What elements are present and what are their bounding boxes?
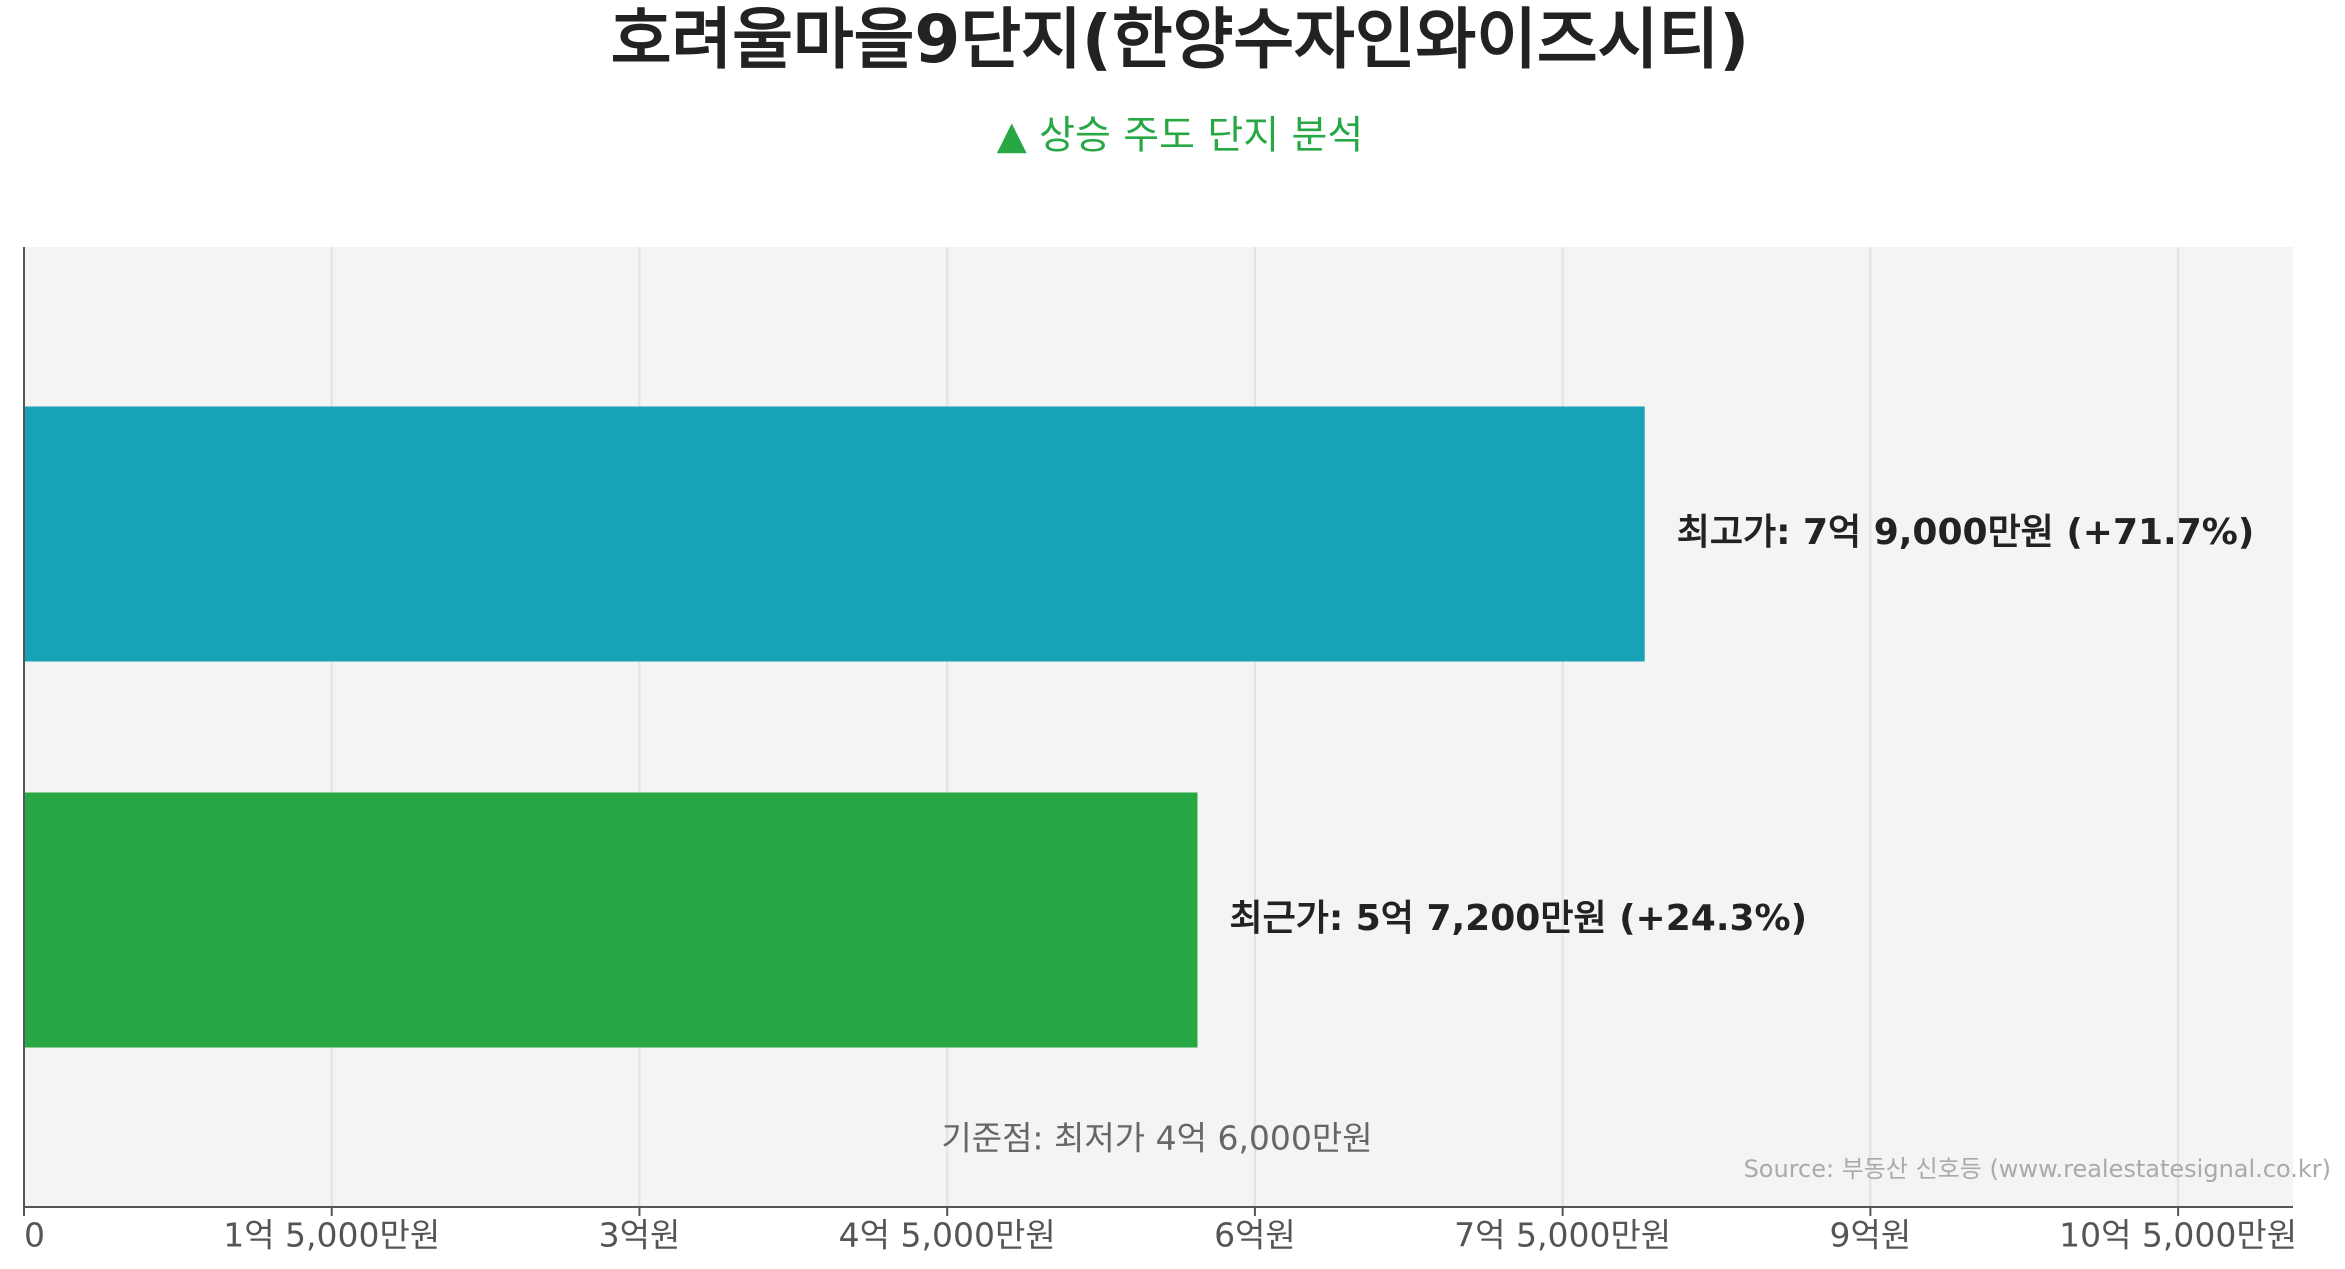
data-label: 최고가: 7억 9,000만원 (+71.7%) [1677, 512, 2255, 553]
annotation: 기준점: 최저가 4억 6,000만원 [941, 1119, 1372, 1158]
x-tick-label: 6억원 [1214, 1216, 1296, 1255]
plot-background [24, 247, 2293, 1207]
x-tick-label: 3억원 [599, 1216, 681, 1255]
x-tick-label: 1억 5,000만원 [223, 1216, 440, 1255]
chart-title: 호려울마을9단지(한양수자인와이즈시티) [611, 1, 1750, 78]
x-tick-label: 10억 5,000만원 [2059, 1216, 2297, 1255]
x-tick-label: 9억원 [1830, 1216, 1912, 1255]
data-label: 최근가: 5억 7,200만원 (+24.3%) [1229, 898, 1807, 939]
bars: 최고가: 7억 9,000만원 (+71.7%) 최근가: 5억 7,200만원 … [24, 406, 2255, 1048]
x-tick-label: 0 [24, 1216, 45, 1255]
bar [24, 406, 1645, 662]
x-tick-label: 7억 5,000만원 [1454, 1216, 1671, 1255]
bar [24, 792, 1198, 1048]
source: Source: 부동산 신호등 (www.realestatesignal.co… [1744, 1155, 2331, 1183]
chart-subtitle: ▲ 상승 주도 단지 분석 [997, 114, 1364, 159]
x-tick-label: 4억 5,000만원 [839, 1216, 1056, 1255]
